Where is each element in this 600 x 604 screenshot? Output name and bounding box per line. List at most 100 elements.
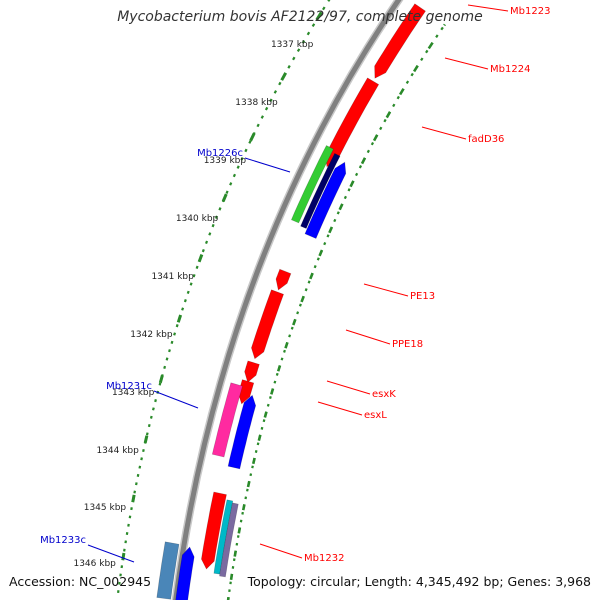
inner-tick-dot [245,497,246,499]
inner-tick-dot [324,242,325,244]
outer-tick-dot [328,0,330,1]
gene-label-forward: PE13 [410,291,435,302]
tick-label: 1342 kbp [130,330,173,340]
gene-features-group [157,4,426,600]
outer-tick-dot [149,424,150,427]
outer-tick-dot [151,416,152,419]
tick-label: 1337 kbp [271,40,314,50]
inner-tick-dot [368,150,369,152]
outer-tick-dot [134,491,135,494]
inner-tick-dot [282,358,283,360]
inner-tick-dot [407,81,408,83]
outer-tick-dot [249,141,250,144]
inner-tick-dot [275,381,276,383]
inner-tick-dot [309,281,310,283]
inner-tick-dot [252,466,253,468]
minor-tick [400,89,403,95]
inner-tick-dot [256,450,257,452]
minor-tick [271,389,273,395]
gene-label-leader [245,158,290,172]
gene-label-leader [364,284,408,296]
inner-tick-dot [348,189,349,191]
gene-label-reverse: Mb1226c [197,148,243,159]
outer-tick-dot [293,57,294,60]
gene-label-reverse: Mb1233c [40,535,86,546]
outer-tick-dot [164,366,165,369]
outer-tick-dot [279,82,280,85]
major-tick [133,495,134,502]
gene-label-forward: esxL [364,410,387,421]
outer-tick-dot [136,482,137,485]
gene-label-leader [318,402,362,415]
minor-tick [429,43,433,49]
gene-label-leader [422,127,466,139]
outer-tick-dot [191,283,192,286]
outer-tick-dot [219,208,220,211]
major-tick [160,375,162,382]
gene-label-leader [260,544,302,558]
minor-tick [329,227,332,233]
gene-arrow-forward [251,290,283,359]
minor-tick [302,296,304,302]
inner-tick-dot [338,212,339,214]
outer-tick-dot [182,308,183,311]
inner-tick-dot [277,373,278,375]
outer-tick-dot [313,24,315,27]
inner-tick-dot [327,235,328,237]
tick-label: 1340 kbp [176,214,219,224]
minor-tick [444,24,445,25]
major-tick [317,12,322,19]
outer-tick-dot [197,266,198,269]
minor-tick [293,319,295,325]
minor-tick [374,135,377,141]
outer-tick-dot [323,7,325,10]
inner-tick-dot [292,327,293,329]
outer-tick-dot [209,233,210,236]
inner-tick-dot [441,27,443,29]
gene-label-reverse: Mb1231c [106,381,152,392]
minor-tick [265,412,267,418]
tick-label: 1338 kbp [235,98,278,108]
outer-tick-dot [203,249,204,252]
gene-label-forward: Mb1223 [510,6,550,17]
outer-tick-dot [245,149,246,152]
gene-label-forward: Mb1224 [490,64,530,75]
tick-label: 1345 kbp [84,503,127,513]
outer-tick-dot [206,241,207,244]
genome-summary-text: Topology: circular; Length: 4,345,492 bp… [248,574,591,589]
inner-tick-dot [356,173,357,175]
minor-tick [362,158,365,164]
minor-tick [243,504,244,510]
inner-tick-dot [247,489,248,491]
gene-label-forward: fadD36 [468,134,504,145]
outer-tick-dot [234,174,235,177]
inner-tick-dot [300,304,301,306]
inner-tick-dot [284,350,285,352]
tick-label: 1344 kbp [96,446,139,456]
outer-tick-dot [188,291,189,294]
gene-labels-group: Mb1223Mb1224fadD36PE13PPE18esxKesxLMb123… [40,5,550,564]
outer-tick-dot [257,124,258,127]
minor-tick [310,273,312,279]
gene-label-forward: PPE18 [392,339,423,350]
gene-arrow-forward [326,78,379,167]
inner-tick-dot [250,473,251,475]
outer-tick-dot [169,349,170,352]
outer-tick-dot [155,399,156,402]
major-tick [178,315,180,322]
gene-label-leader [154,391,198,408]
inner-tick-dot [372,143,373,145]
outer-tick-dot [153,408,154,411]
gene-label-leader [445,58,488,69]
inner-tick-dot [262,427,263,429]
inner-tick-dot [345,196,346,198]
inner-tick-dot [306,289,307,291]
minor-tick [414,66,418,72]
outer-tick-dot [288,66,289,69]
minor-tick [387,112,390,118]
inner-tick-dot [393,104,394,106]
minor-tick [248,481,249,487]
